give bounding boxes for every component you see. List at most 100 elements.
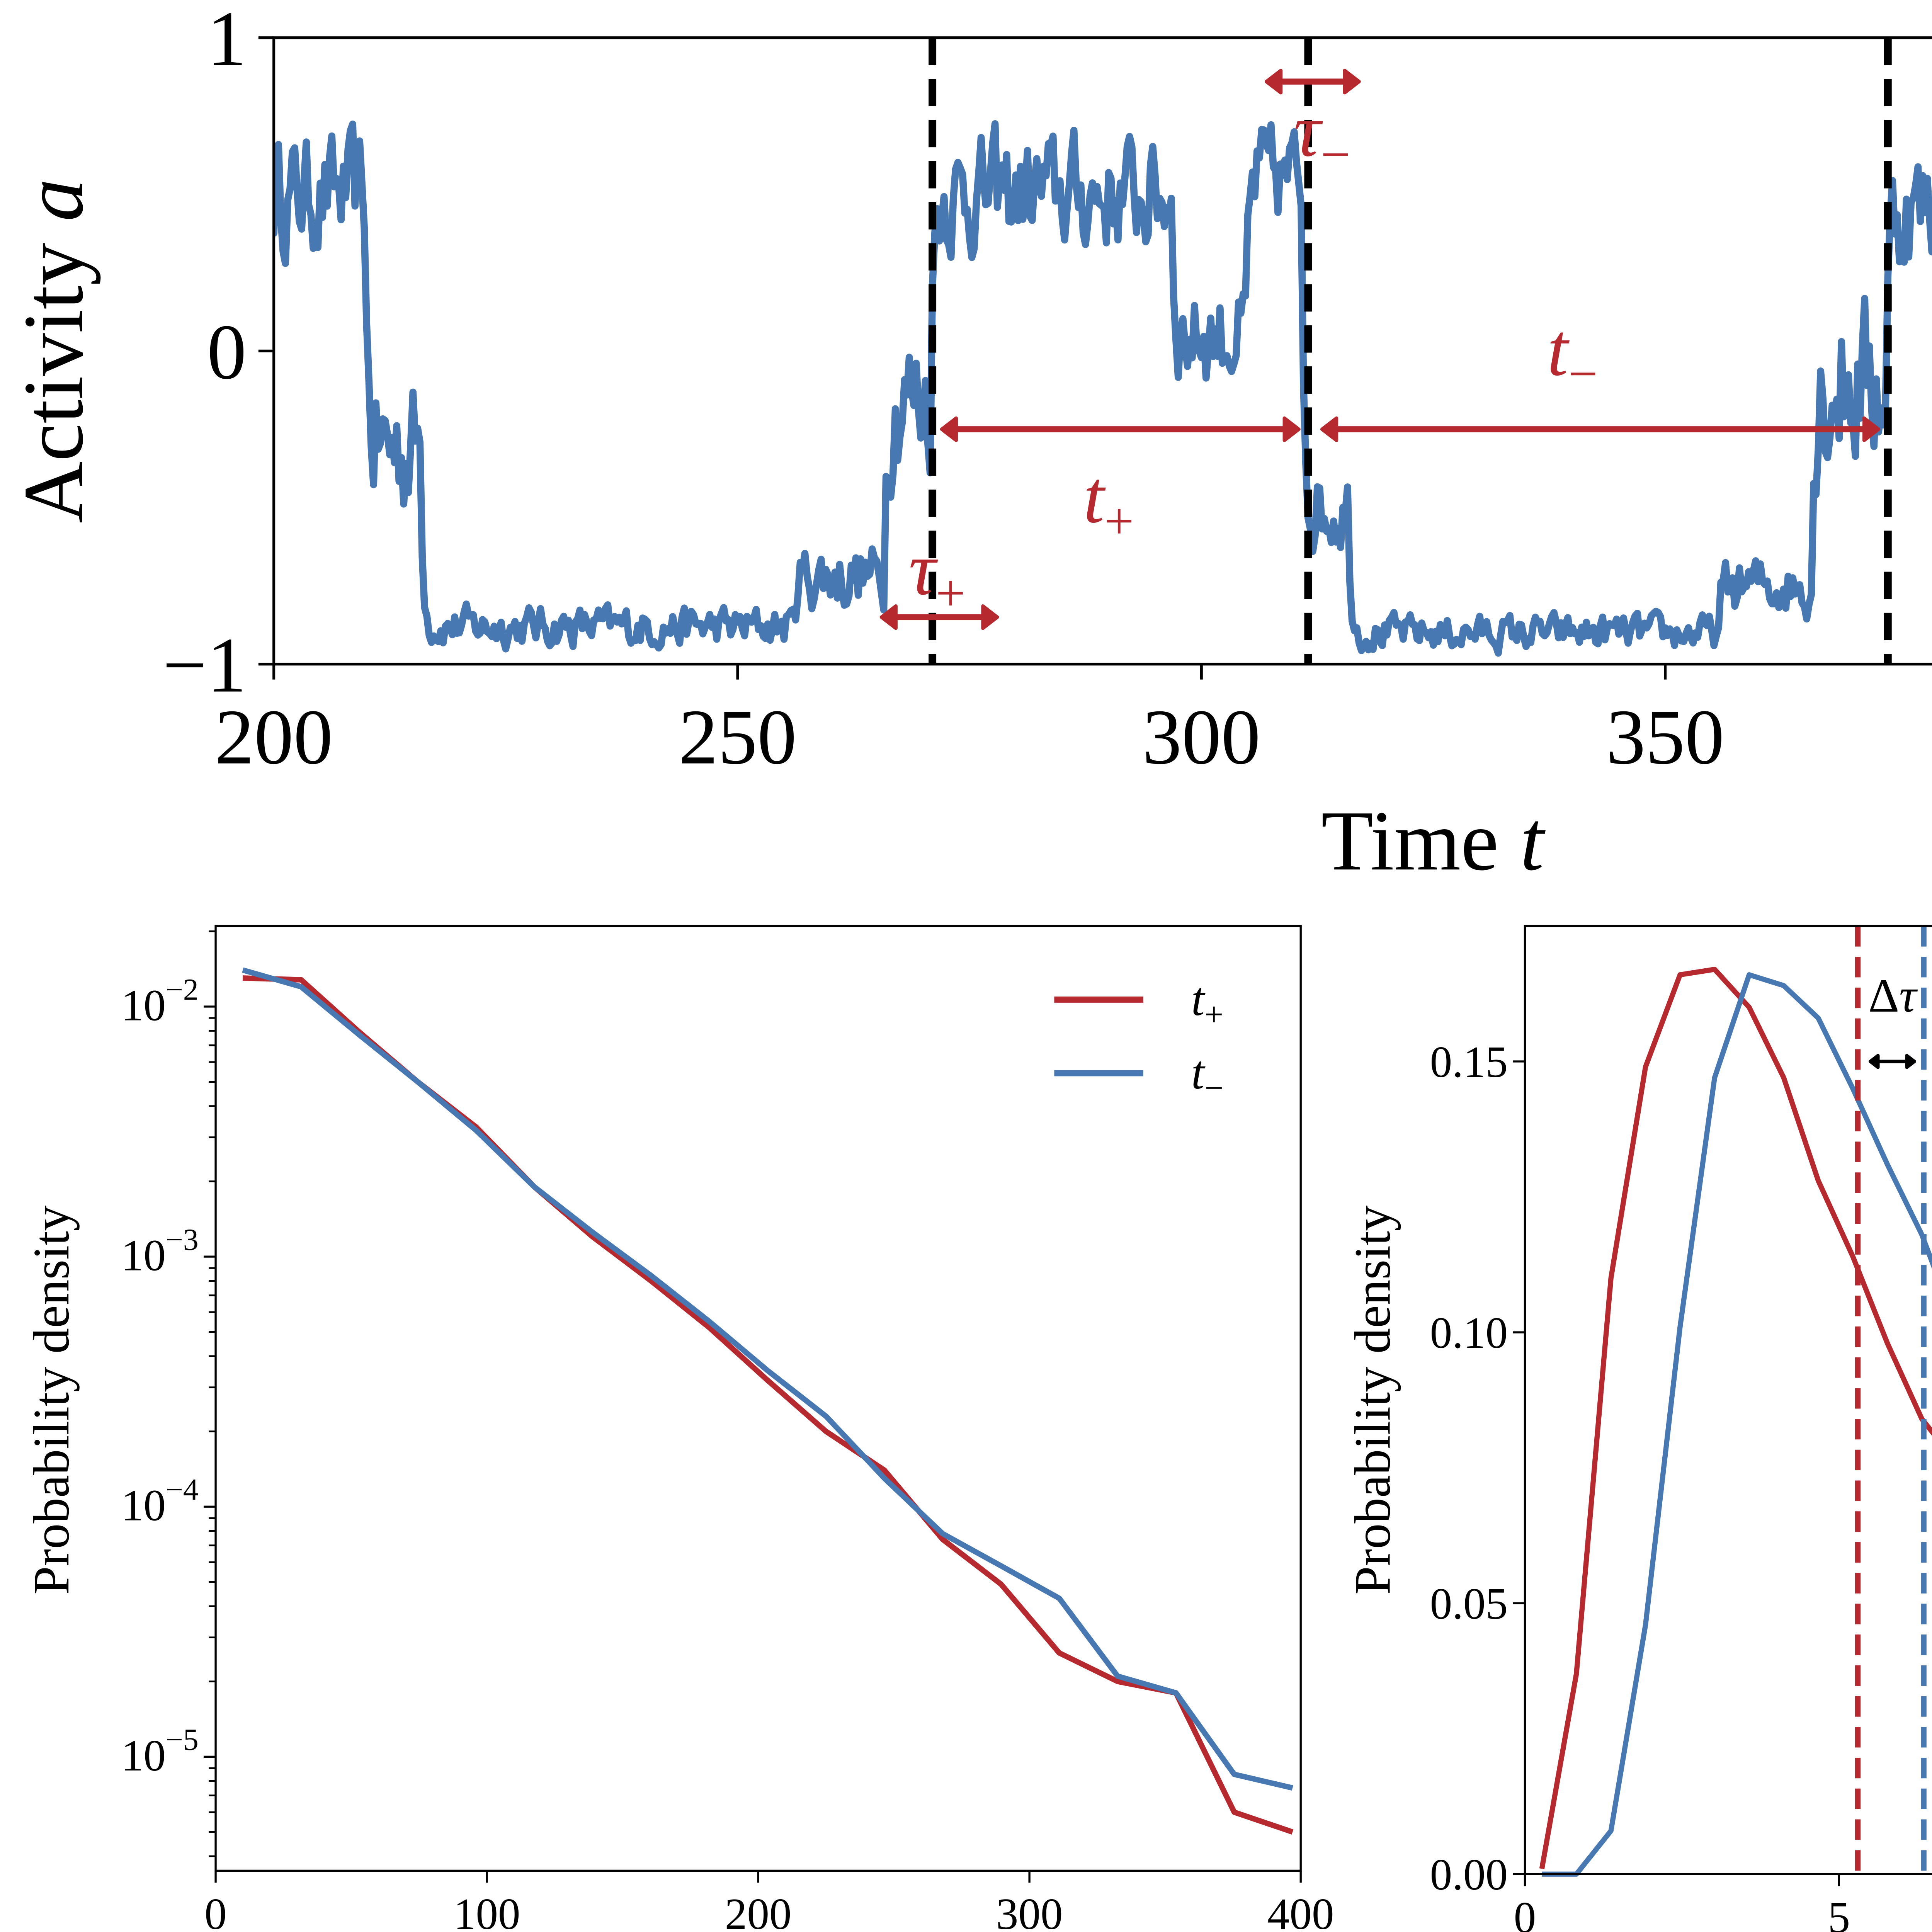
switching-time-panel: Δτ 051015 0.000.050.100.15 τ+τ−⟨τ+⟩⟨τ−⟩ …	[1344, 925, 1932, 1932]
x-tick-label: 400	[1267, 1889, 1334, 1932]
x-tick-label: 350	[1606, 694, 1725, 781]
dwell-time-y-label: Probability density	[23, 1206, 80, 1595]
y-tick-exp: −4	[166, 1473, 199, 1507]
data-point	[1234, 1774, 1235, 1775]
annotation-label-0: t+	[1083, 455, 1134, 550]
dwell-time-legend: t+t−	[1054, 972, 1223, 1107]
activity-trace-y-ticks: −1 0 1	[163, 0, 274, 709]
dwell-time-x-label: Dwell time t±	[620, 1926, 896, 1932]
annotation-label-1-base: t	[1547, 308, 1570, 391]
x-tick-label: 100	[454, 1889, 520, 1932]
x-tick-label: 0	[1514, 1893, 1536, 1932]
y-label-var: a	[6, 179, 101, 221]
legend-label-0-base: t	[1191, 972, 1206, 1026]
switching-time-x-label: Switching time τ±	[1906, 1926, 1932, 1932]
data-point	[1887, 1343, 1888, 1344]
series-tau-plus	[1539, 966, 1932, 1869]
delta-tau-arrow-head-right	[1905, 1054, 1916, 1069]
x-tick-label: 300	[996, 1889, 1063, 1932]
series-t-minus	[242, 967, 1293, 1791]
activity-trace-panel: t+t−τ+τ− 200250300350400450 −101 Time t …	[6, 0, 1932, 888]
y-tick-label: 0.00	[1430, 1850, 1508, 1899]
annotation-label-2: τ+	[909, 527, 966, 622]
annotation-arrow-3-head-right	[1343, 68, 1361, 95]
delta-tau-arrow-head-left	[1869, 1054, 1880, 1069]
data-point	[592, 1232, 593, 1233]
y-tick-exp: −2	[166, 973, 199, 1007]
annotation-label-2-sub: +	[936, 564, 966, 622]
annotation-arrow-1-head-right	[1862, 416, 1881, 442]
dwell-time-frame	[214, 925, 1302, 1872]
y-tick-label: 0	[207, 308, 247, 396]
y-tick-base: 10	[121, 1481, 166, 1530]
switching-time-frame	[1524, 925, 1932, 1875]
data-point	[1887, 1164, 1888, 1165]
activity-trace-y-label: Activity a	[6, 179, 101, 523]
series-t-plus	[242, 975, 1294, 1835]
y-label-word: Activity	[6, 221, 101, 523]
x-tick-label: 200	[725, 1889, 792, 1932]
data-point	[1117, 1681, 1118, 1682]
annotation-label-1: t−	[1547, 308, 1598, 403]
legend-label-1-base: t	[1191, 1046, 1206, 1099]
annotation-arrow-1-head-left	[1320, 416, 1338, 442]
data-point	[1059, 1598, 1060, 1599]
switching-time-y-label: Probability density	[1344, 1206, 1401, 1595]
annotation-arrow-0-head-left	[940, 416, 958, 442]
annotation-arrow-1	[1320, 416, 1881, 442]
data-point	[767, 1380, 768, 1381]
series-line	[1539, 966, 1932, 1869]
x-label-var: t	[1520, 793, 1546, 888]
x-label-word: Switching time	[1906, 1926, 1932, 1932]
x-tick-label: 300	[1143, 694, 1261, 781]
annotation-label-0-base: t	[1083, 455, 1106, 539]
activity-line	[274, 120, 1932, 657]
dwell-time-x-ticks: 0 100 200 300 400	[204, 1871, 1334, 1932]
y-tick-exp: −3	[166, 1223, 199, 1257]
delta-tau-label: Δτ	[1868, 969, 1918, 1022]
annotation-label-0-sub: +	[1104, 492, 1134, 550]
activity-series	[274, 120, 1932, 657]
annotation-arrow-0	[940, 416, 1301, 442]
series-line	[243, 975, 1294, 1835]
annotation-label-3-base: τ	[1294, 89, 1323, 172]
switching-time-plot-area: Δτ	[1539, 926, 1932, 1877]
switching-time-x-ticks: 051015	[1514, 1874, 1850, 1932]
dwell-time-plot-area	[242, 967, 1294, 1835]
y-tick-label: 10−5	[121, 1723, 199, 1780]
annotation-arrow-3-head-left	[1264, 68, 1283, 95]
y-tick-label: 10−3	[121, 1223, 199, 1280]
x-label-word: Dwell time	[620, 1926, 862, 1932]
annotation-arrow-2-head-left	[879, 604, 898, 630]
delta-symbol: Δ	[1868, 969, 1899, 1022]
dwell-time-y-ticks: 10−510−410−310−2	[121, 930, 216, 1857]
annotation-arrow-2	[879, 604, 999, 630]
annotation-arrow-3	[1264, 68, 1361, 95]
y-tick-label: −1	[163, 622, 247, 709]
y-tick-label: 0.15	[1430, 1037, 1508, 1087]
y-tick-base: 10	[121, 1731, 166, 1780]
activity-trace-x-ticks: 200250300350400450	[215, 664, 1725, 781]
annotation-arrow-2-head-right	[981, 604, 999, 630]
switching-time-y-ticks: 0.00 0.05 0.10 0.15	[1430, 1037, 1525, 1899]
y-tick-label: 0.05	[1430, 1579, 1508, 1628]
activity-trace-plot-area: t+t−τ+τ−	[274, 37, 1932, 664]
legend-label-1: t−	[1191, 1046, 1223, 1106]
y-tick-label: 1	[207, 0, 247, 83]
x-tick-label: 250	[679, 694, 797, 781]
annotation-label-3-sub: −	[1321, 125, 1350, 184]
x-tick-label: 200	[215, 694, 333, 781]
y-tick-base: 10	[121, 1231, 166, 1280]
legend-label-0: t+	[1191, 972, 1223, 1033]
delta-tau-arrow	[1869, 1054, 1916, 1069]
x-tick-label: 0	[204, 1889, 227, 1932]
legend-label-0-sub: +	[1204, 996, 1223, 1033]
annotation-label-3: τ−	[1294, 89, 1350, 184]
series-line	[1542, 972, 1932, 1877]
annotation-label-1-sub: −	[1568, 344, 1598, 403]
y-tick-label: 10−4	[121, 1473, 199, 1530]
y-tick-label: 0.10	[1430, 1308, 1508, 1357]
y-tick-base: 10	[121, 980, 166, 1030]
